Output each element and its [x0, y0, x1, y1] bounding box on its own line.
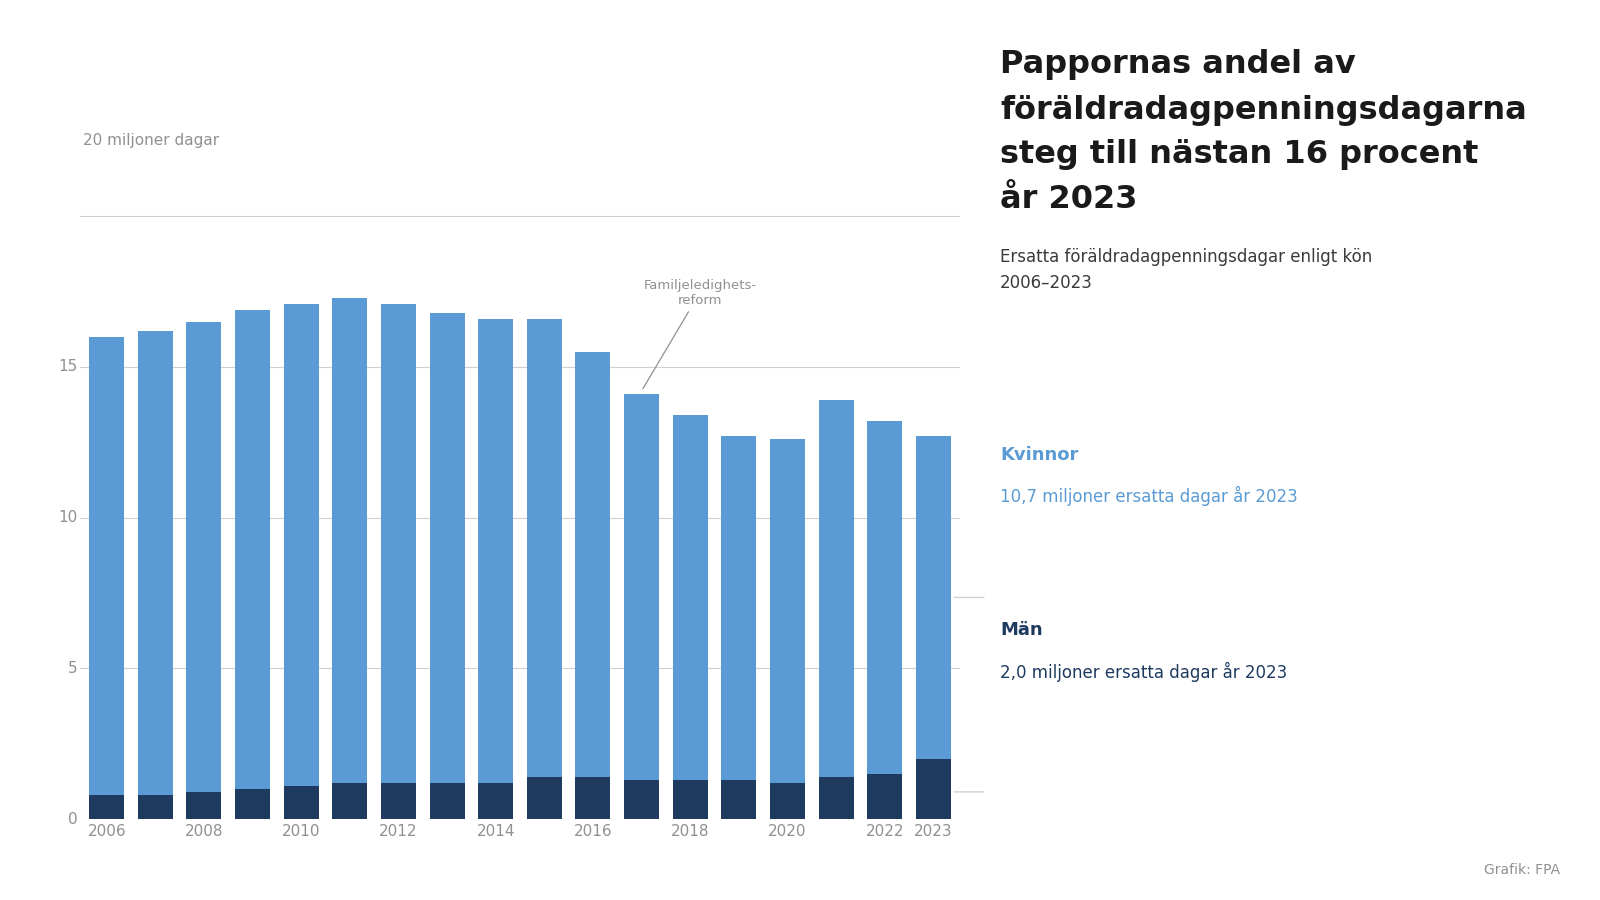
Bar: [770, 783, 805, 819]
Text: år 2023: år 2023: [1000, 184, 1138, 215]
Bar: [672, 779, 707, 819]
Bar: [90, 795, 125, 819]
Bar: [478, 783, 514, 819]
Bar: [576, 777, 611, 819]
Bar: [819, 400, 853, 777]
Bar: [576, 352, 611, 777]
Text: Män: Män: [1000, 621, 1043, 639]
Bar: [624, 394, 659, 779]
Text: föräldradagpenningsdagarna: föräldradagpenningsdagarna: [1000, 94, 1526, 125]
Bar: [478, 319, 514, 783]
Text: Grafik: FPA: Grafik: FPA: [1483, 863, 1560, 878]
Bar: [867, 774, 902, 819]
Bar: [429, 312, 464, 783]
Text: 2,0 miljoner ersatta dagar år 2023: 2,0 miljoner ersatta dagar år 2023: [1000, 662, 1288, 681]
Text: 0: 0: [67, 812, 77, 826]
Bar: [333, 298, 368, 783]
Text: Familjeledighets-
reform: Familjeledighets- reform: [643, 279, 757, 389]
Bar: [915, 759, 950, 819]
Bar: [526, 319, 562, 777]
Text: 10: 10: [58, 510, 77, 525]
Text: Kvinnor: Kvinnor: [1000, 446, 1078, 464]
Bar: [235, 789, 270, 819]
Bar: [283, 786, 318, 819]
Bar: [381, 783, 416, 819]
Bar: [770, 439, 805, 783]
Bar: [672, 415, 707, 779]
Bar: [235, 310, 270, 789]
Bar: [429, 783, 464, 819]
Text: Pappornas andel av: Pappornas andel av: [1000, 50, 1355, 80]
Bar: [722, 779, 757, 819]
Bar: [138, 795, 173, 819]
Bar: [187, 321, 221, 792]
Bar: [915, 436, 950, 759]
Text: 5: 5: [67, 661, 77, 676]
Bar: [187, 792, 221, 819]
Bar: [90, 337, 125, 795]
Text: Ersatta föräldradagpenningsdagar enligt kön
2006–2023: Ersatta föräldradagpenningsdagar enligt …: [1000, 248, 1373, 292]
Bar: [138, 330, 173, 795]
Text: 15: 15: [58, 359, 77, 374]
Text: steg till nästan 16 procent: steg till nästan 16 procent: [1000, 140, 1478, 170]
Text: 20 miljoner dagar: 20 miljoner dagar: [83, 133, 219, 148]
Bar: [819, 777, 853, 819]
Text: 10,7 miljoner ersatta dagar år 2023: 10,7 miljoner ersatta dagar år 2023: [1000, 486, 1298, 506]
Bar: [283, 303, 318, 786]
Bar: [333, 783, 368, 819]
Bar: [381, 303, 416, 783]
Bar: [867, 421, 902, 774]
Bar: [526, 777, 562, 819]
Bar: [722, 436, 757, 779]
Bar: [624, 779, 659, 819]
